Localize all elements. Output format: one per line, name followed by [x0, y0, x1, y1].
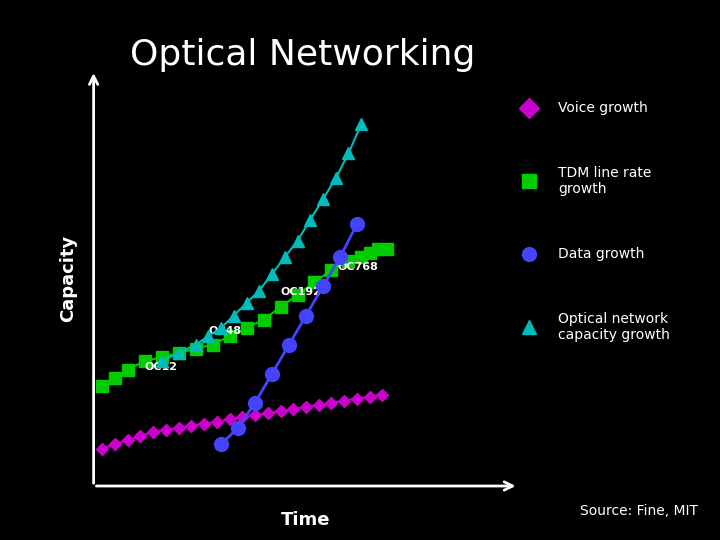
Text: TDM line rate
growth: TDM line rate growth [558, 166, 652, 196]
Text: Source: Fine, MIT: Source: Fine, MIT [580, 504, 698, 518]
Text: OC768: OC768 [338, 262, 379, 272]
Text: OC192: OC192 [281, 287, 321, 297]
Text: OC12: OC12 [145, 362, 178, 372]
Text: Optical Networking: Optical Networking [130, 38, 475, 72]
Text: OC48: OC48 [208, 326, 241, 336]
Text: Data growth: Data growth [558, 247, 644, 261]
Text: Voice growth: Voice growth [558, 101, 648, 115]
Text: Optical network
capacity growth: Optical network capacity growth [558, 312, 670, 342]
Text: Time: Time [282, 511, 330, 529]
Text: Capacity: Capacity [59, 234, 77, 322]
